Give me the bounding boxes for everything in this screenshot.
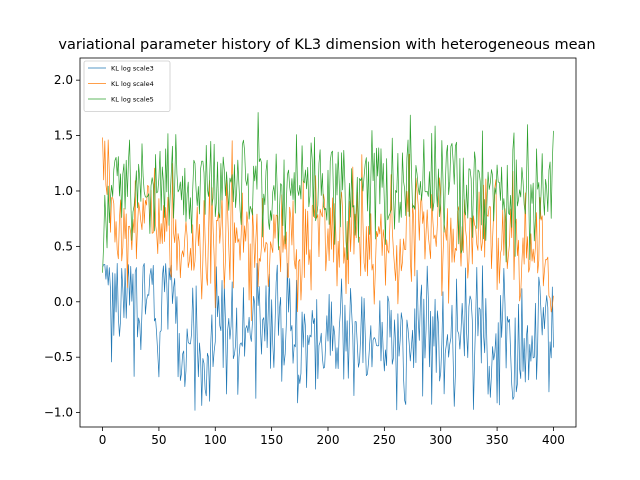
x-tick-label: 50: [151, 433, 166, 447]
legend-label: KL log scale5: [111, 95, 154, 103]
x-tick-label: 150: [260, 433, 283, 447]
x-tick-label: 200: [317, 433, 340, 447]
x-tick-label: 250: [373, 433, 396, 447]
legend: KL log scale3 KL log scale4 KL log scale5: [83, 60, 171, 112]
y-tick-label: −1.0: [44, 406, 73, 420]
y-tick-label: 0.0: [54, 295, 73, 309]
y-tick-label: 2.0: [54, 73, 73, 87]
legend-label: KL log scale3: [111, 64, 154, 72]
y-tick-label: 1.5: [54, 129, 73, 143]
y-tick-label: 0.5: [54, 239, 73, 253]
y-tick-label: −0.5: [44, 350, 73, 364]
chart-title: variational parameter history of KL3 dim…: [58, 37, 595, 53]
x-tick-label: 100: [204, 433, 227, 447]
series-line-2: [102, 137, 554, 322]
series-layer: [102, 112, 554, 411]
x-tick-label: 400: [542, 433, 565, 447]
x-axis: 0 50 100 150 200 250 300 350 400: [99, 427, 565, 447]
x-tick-label: 0: [99, 433, 107, 447]
y-tick-label: 1.0: [54, 184, 73, 198]
y-axis: −1.0 −0.5 0.0 0.5 1.0 1.5 2.0: [44, 73, 80, 420]
series-line-1: [102, 262, 554, 411]
x-tick-label: 300: [429, 433, 452, 447]
x-tick-label: 350: [486, 433, 509, 447]
legend-label: KL log scale4: [111, 80, 154, 88]
series-line-3: [102, 112, 554, 273]
